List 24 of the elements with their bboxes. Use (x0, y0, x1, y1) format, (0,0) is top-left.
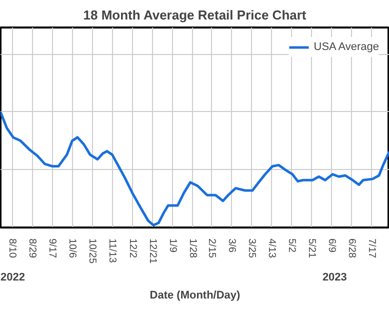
x-tick-label: 6/9 (326, 238, 338, 253)
text: 2022 (0, 272, 25, 284)
x-tick-label: 6/28 (346, 238, 358, 258)
text: 2023 (322, 272, 347, 284)
legend-label: USA Average (314, 41, 379, 53)
x-tick-label: 2/15 (206, 238, 217, 258)
x-tick-label: 12/21 (146, 238, 158, 264)
x-tick-label: 8/10 (6, 238, 18, 258)
x-axis-title: Date (Month/Day) (150, 290, 241, 302)
x-tick-label: 8/29 (26, 238, 38, 258)
chart-title: 18 Month Average Retail Price Chart (83, 8, 307, 22)
x-tick-label: 1/28 (186, 238, 198, 258)
x-tick-label: 10/6 (66, 238, 78, 258)
x-tick-label: 5/2 (286, 238, 297, 253)
x-tick-label: 1/9 (166, 238, 178, 253)
x-tick-label: 11/13 (106, 238, 118, 264)
x-tick-label: 3/25 (246, 238, 257, 258)
x-tick-label: 7/17 (366, 238, 378, 258)
x-tick-label: 9/17 (46, 238, 58, 258)
x-tick-label: 12/2 (126, 238, 138, 258)
x-tick-label: 10/25 (86, 238, 98, 264)
x-tick-label: 4/13 (266, 238, 277, 258)
x-tick-label: 3/6 (226, 238, 237, 253)
x-tick-label: 5/21 (306, 238, 317, 258)
